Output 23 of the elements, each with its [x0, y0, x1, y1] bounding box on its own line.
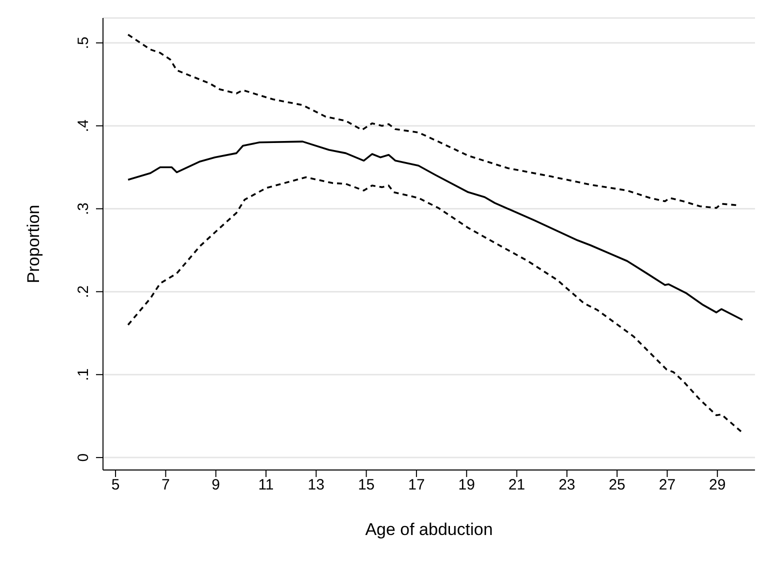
x-tick-label: 13	[308, 476, 324, 494]
x-tick-label: 7	[162, 476, 170, 494]
y-axis-title: Proportion	[24, 204, 44, 284]
x-tick-label: 27	[658, 476, 676, 494]
y-tick-label: .4	[75, 120, 92, 132]
x-tick-label: 25	[608, 476, 626, 494]
y-tick-label: .2	[75, 285, 92, 298]
x-tick-label: 9	[212, 476, 220, 494]
x-tick-label: 5	[111, 476, 120, 494]
x-axis-title: Age of abduction	[365, 520, 493, 539]
y-tick-label: .1	[75, 368, 92, 381]
x-tick-label: 17	[408, 476, 425, 494]
x-tick-label: 15	[358, 476, 375, 494]
y-tick-label: .5	[75, 36, 92, 50]
line-series	[127, 140, 744, 321]
x-tick-label: 21	[508, 476, 526, 494]
x-tick-label: 29	[709, 476, 726, 494]
y-tick-label: 0	[75, 453, 92, 462]
x-tick-label: 11	[258, 476, 274, 494]
x-tick-label: 19	[458, 476, 475, 494]
x-tick-label: 23	[558, 476, 576, 494]
line-series	[127, 176, 744, 434]
y-tick-label: .3	[75, 202, 92, 216]
